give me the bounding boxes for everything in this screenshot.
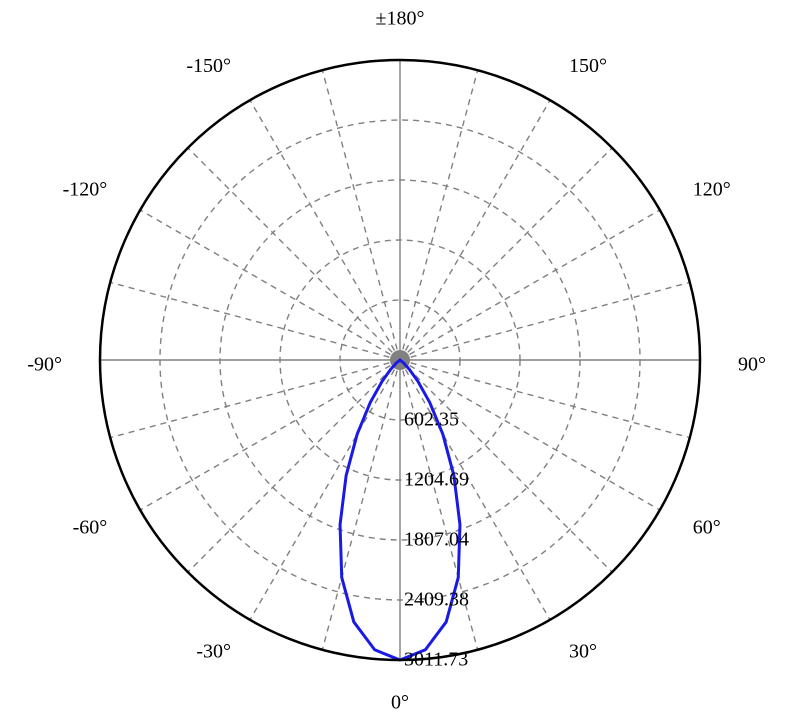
angle-label: ±180° xyxy=(376,8,425,30)
angle-label: 30° xyxy=(569,640,597,662)
radial-label: 3011.73 xyxy=(404,649,468,671)
radial-label: 602.35 xyxy=(404,409,459,431)
angle-label: 0° xyxy=(391,692,409,714)
angular-grid-spoke xyxy=(188,148,400,360)
angle-label: -90° xyxy=(27,354,62,376)
angular-grid-spoke xyxy=(400,70,478,360)
angular-grid-spoke xyxy=(400,282,690,360)
angle-label: -150° xyxy=(186,55,231,77)
angle-label: 120° xyxy=(693,179,731,201)
angular-grid-spoke xyxy=(400,148,612,360)
angle-label: 90° xyxy=(738,354,766,376)
angular-grid-spoke xyxy=(188,360,400,572)
angle-label: -60° xyxy=(73,517,108,539)
angular-grid-spoke xyxy=(110,282,400,360)
angular-grid-spoke xyxy=(250,100,400,360)
angle-label: -30° xyxy=(196,640,231,662)
radial-label: 1204.69 xyxy=(404,469,469,491)
angular-grid-spoke xyxy=(110,360,400,438)
angular-grid-spoke xyxy=(322,70,400,360)
angle-label: -120° xyxy=(63,179,108,201)
angular-grid-spoke xyxy=(400,210,660,360)
radial-label: 2409.38 xyxy=(404,589,469,611)
angular-grid-spoke xyxy=(140,210,400,360)
radial-label: 1807.04 xyxy=(404,529,469,551)
angular-grid-spoke xyxy=(140,360,400,510)
angular-grid-spoke xyxy=(400,100,550,360)
angle-label: 60° xyxy=(693,517,721,539)
angular-grid-spoke xyxy=(250,360,400,620)
angle-label: 150° xyxy=(569,55,607,77)
angular-grid-spoke xyxy=(322,360,400,650)
polar-chart: ±180° 150° 120° 90° 60° 30° 0° -30° -60° -90° -120… xyxy=(0,0,798,721)
